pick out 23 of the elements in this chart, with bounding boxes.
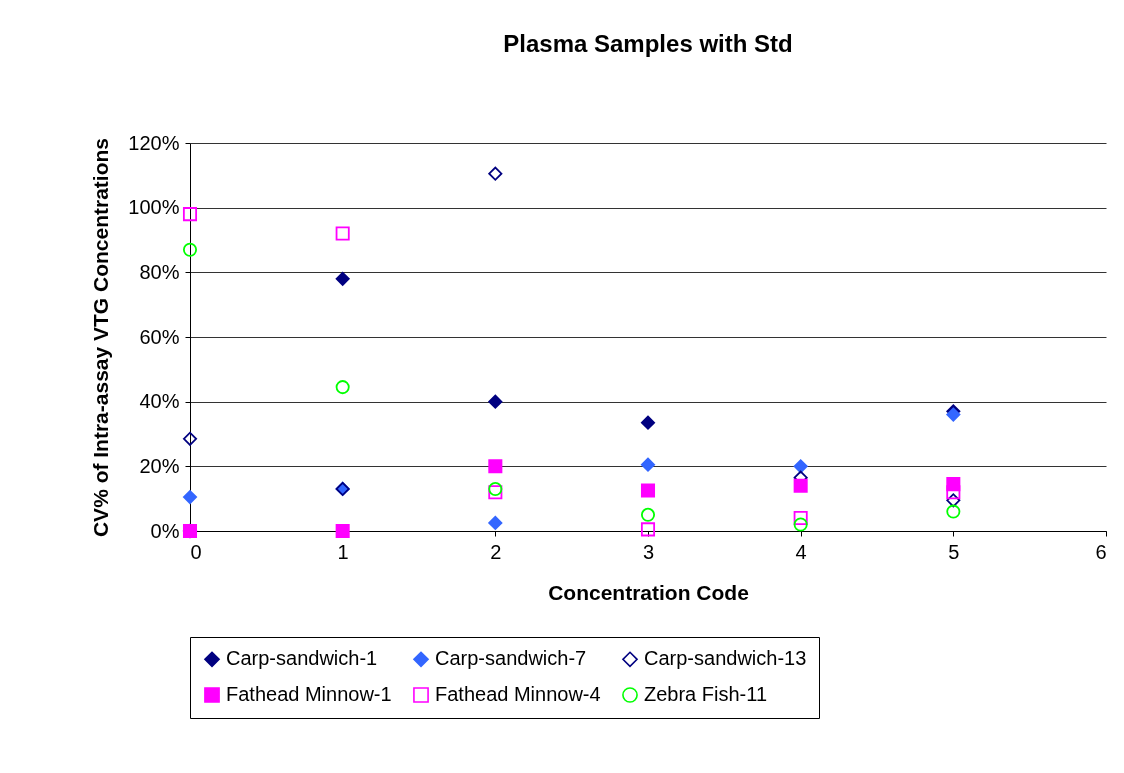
x-tick-label: 5 — [948, 540, 960, 563]
x-tick-label: 4 — [795, 540, 807, 563]
x-axis-title: Concentration Code — [548, 580, 749, 604]
y-tick-label: 20% — [139, 454, 180, 477]
legend-label: Carp-sandwich-1 — [226, 647, 378, 670]
legend-label: Carp-sandwich-13 — [644, 647, 807, 670]
x-tick-label: 3 — [642, 540, 655, 563]
x-tick-label: 0 — [190, 540, 202, 563]
x-tick-label: 6 — [1095, 540, 1107, 563]
chart-title: Plasma Samples with Std — [503, 30, 793, 57]
y-tick-label: 40% — [139, 390, 180, 413]
legend-label: Fathead Minnow-1 — [226, 683, 392, 705]
legend-label: Zebra Fish-11 — [644, 683, 768, 705]
y-tick-label: 120% — [128, 131, 180, 154]
y-tick-label: 80% — [139, 260, 180, 283]
x-tick-label: 2 — [490, 540, 502, 563]
y-axis-title: CV% of Intra-assay VTG Concentrations — [89, 137, 113, 538]
legend-label: Fathead Minnow-4 — [435, 683, 601, 705]
y-tick-label: 60% — [139, 325, 180, 348]
x-tick-label: 1 — [337, 540, 349, 563]
legend-label: Carp-sandwich-7 — [435, 647, 587, 670]
y-tick-label: 0% — [150, 519, 180, 542]
y-tick-label: 100% — [128, 196, 180, 219]
